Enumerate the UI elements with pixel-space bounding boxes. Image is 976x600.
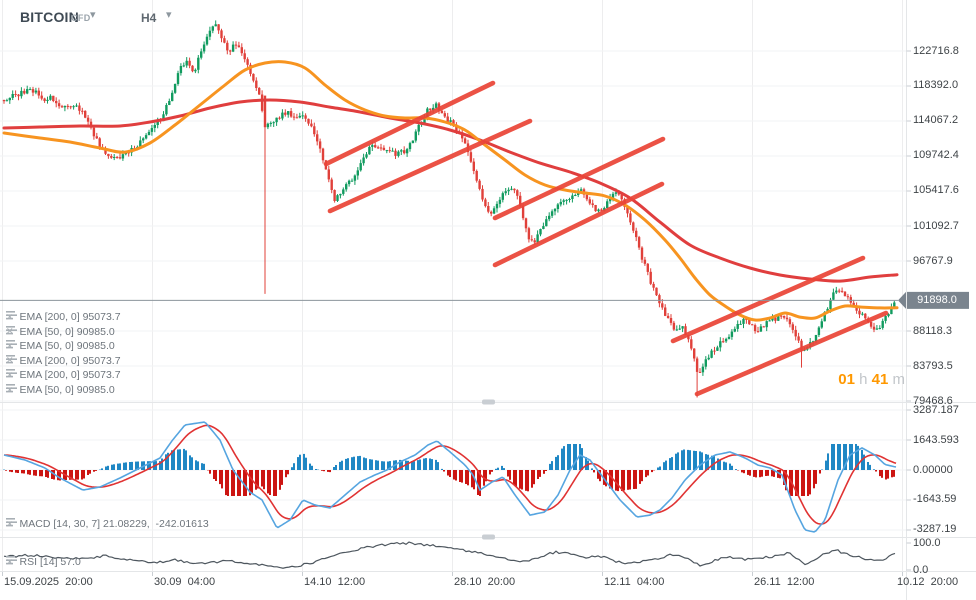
ema-label-row: ✕ EMA [50, 0] 90985.0 (6, 325, 115, 338)
indicator-remove-icon[interactable]: ✕ (6, 518, 14, 529)
indicator-settings-icon[interactable] (6, 340, 17, 349)
countdown-hours: 01 (838, 371, 855, 388)
indicator-remove-icon[interactable]: ✕ (6, 355, 14, 366)
ema-200-line (2, 98, 899, 283)
indicator-label-text: EMA [50, 0] 90985.0 (19, 384, 115, 396)
macd-axis-label[interactable]: -3287.19 (913, 523, 957, 536)
indicator-remove-icon[interactable]: ✕ (6, 311, 14, 322)
indicator-settings-icon[interactable] (6, 556, 17, 565)
indicator-settings-icon[interactable] (6, 384, 17, 393)
current-price-badge-shape (898, 291, 969, 309)
ema-label-row: ✕ EMA [200, 0] 95073.7 (6, 354, 121, 367)
ema-50-line (2, 60, 899, 322)
time-axis-label[interactable]: 15.09.2025 20:00 (4, 576, 93, 588)
symbol-dropdown-caret-icon[interactable]: ▾ (90, 9, 96, 21)
price-axis-label[interactable]: 105417.6 (913, 184, 959, 197)
price-axis-label[interactable]: 118392.0 (913, 79, 959, 92)
time-axis-label[interactable]: 30.09 04:00 (154, 576, 216, 588)
rsi-label-row: ✕ RSI [14] 57.0 (6, 556, 81, 568)
time-axis-label[interactable]: 28.10 20:00 (454, 576, 516, 588)
timeframe-selector[interactable]: H4 (141, 11, 157, 25)
macd-panel-resize-handle[interactable] (482, 399, 495, 405)
price-axis-label[interactable]: 114067.2 (913, 114, 959, 127)
indicator-label-text: EMA [200, 0] 95073.7 (19, 354, 121, 367)
price-axis-label[interactable]: 88118.3 (913, 324, 952, 337)
countdown-hours-unit: h (854, 371, 872, 388)
chart-header: BITCOIN CFD ▾ H4 ▾ (0, 0, 900, 32)
macd-axis-label[interactable]: 3287.187 (913, 403, 959, 416)
ema-label-row: ✕ EMA [200, 0] 95073.7 (6, 369, 121, 381)
rsi-panel-resize-handle[interactable] (482, 534, 495, 540)
rsi-line (3, 541, 896, 569)
indicator-remove-icon[interactable]: ✕ (6, 369, 14, 380)
current-price-badge: 91898.0 (917, 294, 957, 306)
timeframe-dropdown-caret-icon[interactable]: ▾ (166, 9, 172, 21)
indicator-label-text: EMA [50, 0] 90985.0 (19, 325, 115, 338)
countdown-minutes: 41 (871, 371, 889, 388)
ema-label-row: ✕ EMA [200, 0] 95073.7 (6, 311, 121, 323)
time-axis-label[interactable]: 12.11 04:00 (604, 576, 665, 588)
ema-label-row: ✕ EMA [50, 0] 90985.0 (6, 340, 115, 352)
macd-indicator (3, 421, 897, 533)
indicator-remove-icon[interactable]: ✕ (6, 326, 14, 337)
indicator-remove-icon[interactable]: ✕ (6, 340, 14, 351)
price-axis-label[interactable]: 109742.4 (913, 149, 959, 162)
price-axis-label[interactable]: 122716.8 (913, 44, 959, 57)
macd-axis-label[interactable]: 1643.593 (913, 433, 959, 446)
indicator-label-text: EMA [200, 0] 95073.7 (19, 369, 121, 382)
price-axis-label[interactable]: 96767.9 (913, 254, 953, 267)
instrument-type-badge: CFD (71, 13, 91, 23)
ema-label-row: ✕ EMA [50, 0] 90985.0 (6, 384, 115, 396)
indicator-remove-icon[interactable]: ✕ (6, 556, 14, 567)
price-axis-label[interactable]: 83793.5 (913, 359, 953, 372)
indicator-settings-icon[interactable] (6, 311, 17, 320)
time-axis-label[interactable]: 14.10 12:00 (304, 576, 366, 588)
time-axis-label[interactable]: 10.12 20:00 (897, 576, 959, 588)
grid-lines (0, 0, 906, 572)
trend-channel-lines[interactable] (323, 80, 889, 397)
rsi-axis-label[interactable]: 0.0 (913, 563, 929, 576)
macd-axis-label[interactable]: -1643.59 (913, 493, 957, 506)
price-axis-label[interactable]: 101092.7 (913, 219, 959, 232)
rsi-axis-label[interactable]: 100.0 (913, 536, 941, 549)
indicator-label-text: EMA [50, 0] 90985.0 (19, 340, 115, 353)
indicator-settings-icon[interactable] (6, 325, 17, 335)
symbol-name[interactable]: BITCOIN (20, 9, 79, 25)
indicator-settings-icon[interactable] (6, 354, 17, 364)
countdown-minutes-unit: m (888, 371, 905, 388)
indicator-remove-icon[interactable]: ✕ (6, 384, 14, 395)
time-axis-label[interactable]: 26.11 12:00 (754, 576, 815, 588)
price-axis-label[interactable]: 79468.6 (913, 394, 953, 407)
macd-signal-line (3, 424, 897, 525)
candle-countdown-timer: 01 h 41 m (690, 371, 905, 388)
candlestick-series (2, 20, 896, 398)
macd-line (3, 421, 897, 533)
indicator-settings-icon[interactable] (6, 518, 17, 527)
indicator-label-text: RSI [14] 57.0 (19, 556, 81, 568)
indicator-label-text: MACD [14, 30, 7] 21.08229, -242.01613 (19, 518, 209, 530)
macd-axis-label[interactable]: 0.00000 (913, 463, 953, 476)
macd-label-row: ✕ MACD [14, 30, 7] 21.08229, -242.01613 (6, 518, 209, 530)
indicator-settings-icon[interactable] (6, 369, 17, 378)
indicator-label-text: EMA [200, 0] 95073.7 (19, 311, 121, 323)
